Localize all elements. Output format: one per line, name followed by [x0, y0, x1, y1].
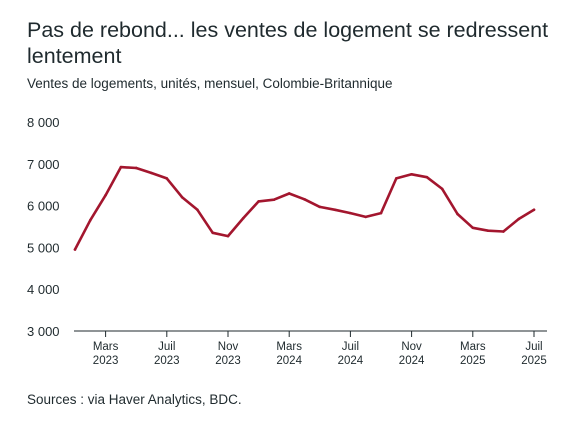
- data-point: [486, 229, 490, 232]
- data-point: [196, 208, 199, 212]
- data-point: [303, 198, 306, 201]
- data-point: [349, 211, 352, 215]
- data-point: [333, 208, 337, 212]
- x-tick-label-year: 2023: [215, 355, 241, 367]
- y-tick-label: 6 000: [27, 199, 60, 214]
- data-point: [410, 172, 413, 176]
- x-tick-label-month: Mars: [93, 341, 119, 353]
- x-tick-label-year: 2023: [93, 355, 119, 367]
- data-point: [456, 212, 459, 216]
- data-point: [272, 198, 276, 202]
- data-point: [165, 177, 169, 180]
- data-point: [379, 211, 383, 215]
- data-point: [104, 193, 107, 197]
- data-point: [425, 175, 429, 179]
- y-tick-label: 8 000: [27, 115, 60, 130]
- x-tick-label-year: 2024: [399, 355, 425, 367]
- x-tick-label-month: Juil: [158, 341, 175, 353]
- data-point: [89, 218, 92, 222]
- source-note: Sources : via Haver Analytics, BDC.: [27, 392, 242, 407]
- x-tick-label-month: Mars: [276, 341, 302, 353]
- x-tick-label-year: 2023: [154, 355, 180, 367]
- data-point: [211, 231, 214, 235]
- data-point: [119, 165, 123, 169]
- x-tick-label-month: Nov: [218, 341, 239, 353]
- chart-subtitle: Ventes de logements, unités, mensuel, Co…: [27, 76, 393, 91]
- data-point: [226, 234, 230, 238]
- x-tick-label-year: 2024: [276, 355, 302, 367]
- data-point: [150, 171, 153, 175]
- data-point: [287, 192, 291, 195]
- y-tick-label: 4 000: [27, 282, 60, 297]
- data-point: [318, 205, 322, 209]
- data-point: [532, 208, 536, 212]
- data-point: [134, 166, 138, 170]
- data-point: [517, 217, 520, 221]
- data-point: [180, 195, 184, 199]
- y-tick-label: 3 000: [27, 324, 60, 339]
- x-tick-label-month: Juil: [342, 341, 359, 353]
- x-tick-label-year: 2025: [460, 355, 486, 367]
- x-tick-label-year: 2024: [338, 355, 364, 367]
- data-point: [364, 215, 368, 219]
- data-point: [395, 177, 398, 180]
- series-line: [73, 165, 536, 251]
- data-point: [440, 187, 444, 191]
- x-tick-label-month: Nov: [401, 341, 422, 353]
- data-point: [471, 226, 475, 230]
- data-point: [73, 248, 77, 251]
- y-tick-label: 7 000: [27, 157, 60, 172]
- chart-title: Pas de rebond... les ventes de logement …: [27, 18, 549, 68]
- data-point: [257, 200, 260, 203]
- x-tick-label-month: Mars: [460, 341, 486, 353]
- x-tick-label-year: 2025: [521, 355, 547, 367]
- data-point: [242, 216, 245, 220]
- x-tick-label-month: Juil: [525, 341, 542, 353]
- y-tick-label: 5 000: [27, 240, 60, 255]
- data-point: [502, 230, 505, 233]
